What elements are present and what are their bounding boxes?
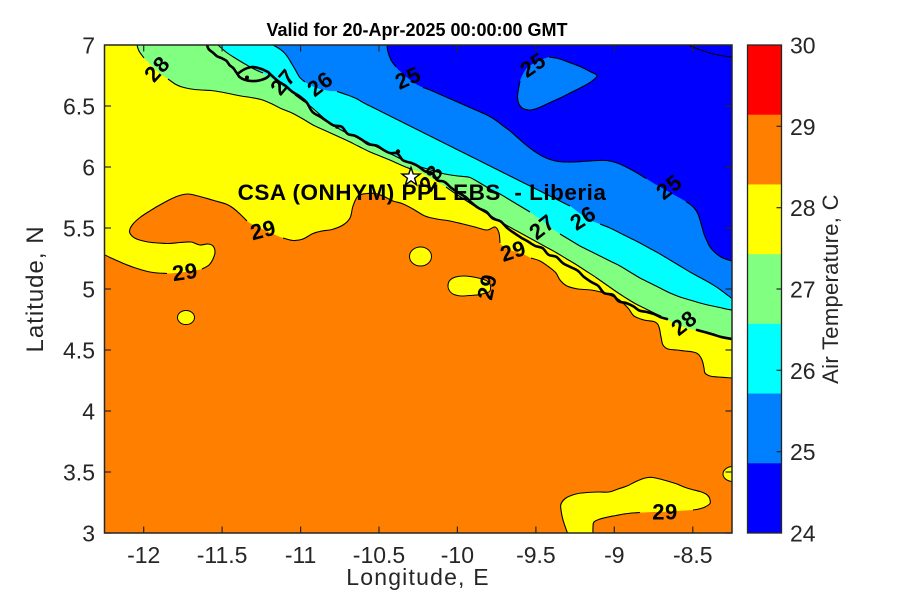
svg-text:Latitude, N: Latitude, N (22, 225, 49, 352)
svg-text:29: 29 (171, 258, 200, 286)
svg-text:24: 24 (790, 521, 816, 547)
svg-text:Longitude, E: Longitude, E (346, 564, 490, 590)
svg-text:29: 29 (790, 114, 816, 140)
svg-text:-12: -12 (127, 542, 160, 568)
svg-text:28: 28 (790, 195, 816, 221)
svg-text:27: 27 (790, 277, 816, 303)
svg-text:26: 26 (790, 358, 816, 384)
svg-text:CSA (ONHYM) PPL EBS - Liberia: CSA (ONHYM) PPL EBS - Liberia (238, 180, 607, 205)
svg-text:4.5: 4.5 (63, 338, 95, 364)
svg-text:7: 7 (82, 33, 95, 59)
svg-text:-11: -11 (285, 542, 317, 568)
svg-text:-10.5: -10.5 (353, 542, 405, 568)
svg-text:6.5: 6.5 (63, 94, 95, 120)
svg-text:29: 29 (652, 500, 677, 525)
svg-text:3: 3 (82, 521, 95, 547)
svg-text:25: 25 (790, 439, 816, 465)
svg-text:4: 4 (82, 399, 95, 425)
svg-text:Valid for 20-Apr-2025 00:00:00: Valid for 20-Apr-2025 00:00:00 GMT (266, 20, 567, 40)
svg-text:5: 5 (82, 277, 95, 303)
svg-text:-9.5: -9.5 (516, 542, 556, 568)
svg-text:3.5: 3.5 (63, 460, 95, 486)
svg-text:30: 30 (790, 33, 816, 59)
svg-text:-9: -9 (604, 542, 624, 568)
svg-text:29: 29 (472, 272, 502, 302)
svg-text:29: 29 (248, 215, 279, 245)
svg-text:5.5: 5.5 (63, 216, 95, 242)
svg-text:6: 6 (82, 155, 95, 181)
svg-text:-10: -10 (441, 542, 474, 568)
svg-text:Air Temperature, C: Air Temperature, C (818, 194, 843, 384)
svg-text:-11.5: -11.5 (197, 542, 248, 568)
svg-text:-8.5: -8.5 (673, 542, 713, 568)
